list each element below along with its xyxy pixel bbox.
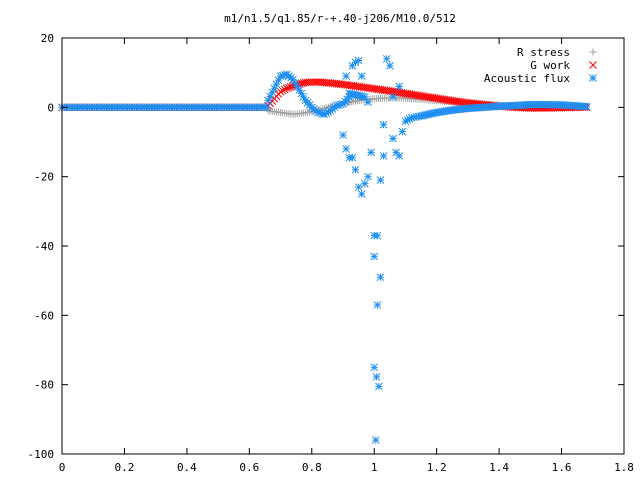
data-point	[373, 301, 382, 309]
axis-ticks: 0 0.2 0.4 0.6 0.8 1 1.2 1.4 1.6 1.8 20 0 -20 -40 -60 -8…	[28, 32, 634, 474]
data-point	[370, 363, 379, 372]
data-point	[361, 179, 369, 188]
x-tick-label: 1.4	[489, 461, 509, 474]
data-point	[385, 61, 394, 70]
data-point	[348, 153, 357, 162]
legend-marker	[589, 74, 597, 82]
x-tick-label: 0.4	[177, 461, 197, 474]
x-tick-label: 1.8	[614, 461, 634, 474]
data-point	[354, 183, 363, 191]
x-tick-label: 0.8	[302, 461, 322, 474]
data-point	[364, 98, 372, 106]
x-tick-label: 0.2	[115, 461, 135, 474]
x-tick-label: 0	[59, 461, 66, 474]
data-point	[389, 134, 397, 143]
y-tick-label: -40	[34, 240, 54, 253]
x-tick-label: 0.6	[239, 461, 259, 474]
data-point	[262, 103, 271, 112]
x-tick-label: 1.2	[427, 461, 447, 474]
legend-marker	[589, 61, 597, 69]
data-point	[278, 86, 287, 95]
data-point	[364, 172, 372, 181]
y-tick-label: -60	[34, 309, 54, 322]
data-point	[357, 190, 366, 198]
series-layer	[58, 54, 591, 444]
data-point	[367, 148, 375, 157]
series-2	[58, 54, 591, 444]
data-point	[373, 231, 382, 240]
data-point	[582, 102, 591, 111]
data-point	[351, 165, 360, 174]
y-tick-label: -80	[34, 379, 54, 392]
data-point	[354, 56, 363, 65]
data-point	[280, 85, 289, 94]
data-point	[291, 79, 299, 87]
data-point	[339, 131, 347, 139]
y-tick-label: -100	[28, 448, 55, 461]
legend-label: Acoustic flux	[484, 72, 570, 85]
y-tick-label: -20	[34, 171, 54, 184]
data-point	[342, 72, 350, 80]
data-point	[376, 176, 385, 184]
data-point	[379, 152, 388, 160]
data-point	[379, 120, 388, 129]
data-point	[395, 152, 404, 160]
data-point	[357, 72, 366, 80]
data-point	[382, 54, 391, 63]
data-point	[372, 373, 381, 381]
y-tick-label: 20	[41, 32, 54, 45]
y-tick-label: 0	[47, 101, 54, 114]
data-point	[342, 145, 350, 153]
data-point	[375, 382, 383, 391]
data-point	[371, 436, 380, 444]
chart-title: m1/n1.5/q1.85/r-+.40-j206/M10.0/512	[224, 12, 456, 25]
data-point	[370, 252, 379, 261]
legend-marker	[589, 48, 597, 56]
data-point	[395, 82, 404, 91]
data-point	[389, 93, 397, 101]
data-point	[398, 127, 407, 136]
legend-label: R stress	[517, 46, 570, 59]
data-point	[376, 273, 385, 282]
x-tick-label: 1.6	[552, 461, 572, 474]
data-point	[276, 87, 285, 96]
legend-label: G work	[530, 59, 570, 72]
x-tick-label: 1	[371, 461, 378, 474]
